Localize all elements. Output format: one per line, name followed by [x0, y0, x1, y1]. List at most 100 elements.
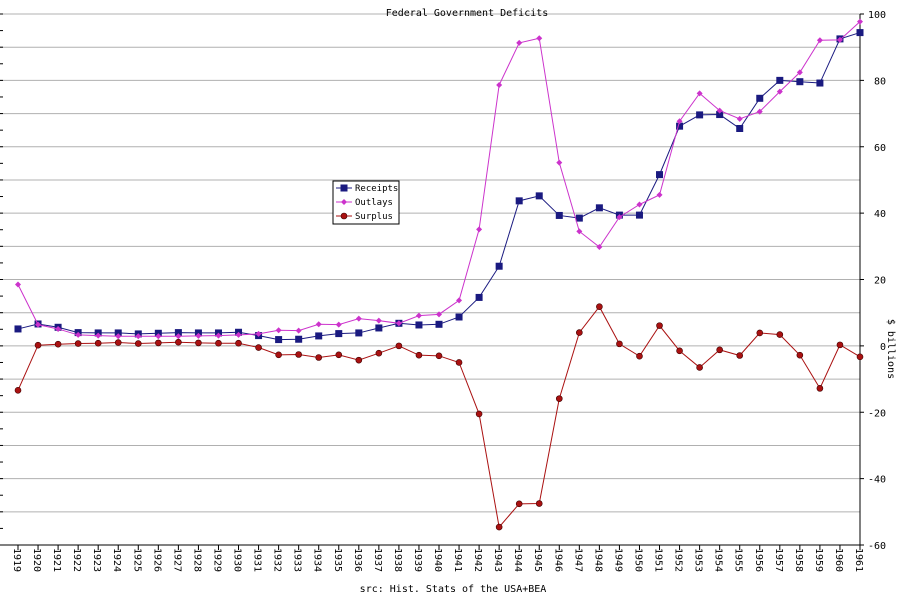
- surplus-point: [475, 410, 483, 418]
- x-tick-label: 1933: [292, 548, 303, 572]
- surplus-point: [696, 364, 703, 371]
- surplus-point: [14, 387, 22, 394]
- outlays-point: [796, 69, 803, 76]
- x-tick-label: 1959: [813, 548, 824, 572]
- x-tick-label: 1942: [472, 548, 483, 572]
- receipts-point: [535, 192, 543, 200]
- x-tick-label: 1944: [512, 548, 523, 572]
- x-tick-label: 1943: [492, 548, 503, 572]
- surplus-point: [596, 303, 603, 311]
- x-tick-label: 1948: [592, 548, 603, 572]
- x-tick-label: 1938: [392, 548, 403, 572]
- outlays-point: [155, 333, 162, 340]
- outlays-point: [516, 39, 523, 46]
- y-tick-label: 40: [874, 209, 886, 220]
- surplus-point: [535, 500, 543, 507]
- outlays-point: [756, 108, 763, 115]
- series-group: [14, 18, 864, 531]
- receipts-point: [114, 329, 122, 337]
- x-tick-label: 1921: [51, 548, 62, 572]
- x-tick-label: 1920: [31, 548, 42, 572]
- receipts-point: [275, 336, 283, 344]
- surplus-point: [816, 385, 824, 392]
- x-tick-label: 1919: [11, 548, 22, 572]
- legend-surplus-label: Surplus: [355, 212, 393, 222]
- surplus-point: [335, 351, 343, 359]
- receipts-point: [676, 122, 684, 130]
- x-tick-label: 1923: [91, 548, 102, 572]
- outlays-point: [736, 115, 743, 122]
- y-axis-label: $ billions: [885, 319, 896, 379]
- receipts-point: [656, 171, 664, 179]
- outlays-point: [135, 333, 142, 340]
- receipts-point: [495, 262, 503, 270]
- outlays-point: [556, 159, 563, 166]
- x-tick-label: 1931: [252, 548, 263, 572]
- y-tick-label: -20: [868, 408, 886, 419]
- y-tick-label: 80: [874, 76, 886, 87]
- outlays-point: [636, 201, 643, 208]
- x-axis: 1919 1920 1921 1922 1923 1924 1925 1926 1927 1928…: [11, 545, 864, 572]
- outlays-point: [15, 281, 21, 288]
- receipts-point: [375, 324, 383, 332]
- legend-outlays-label: Outlays: [355, 198, 393, 208]
- outlays-point: [195, 332, 202, 339]
- outlays-point: [215, 332, 222, 339]
- surplus-point: [114, 339, 122, 346]
- outlays-point: [436, 311, 442, 318]
- y-axis: 100 80 60 40 20 0 -20 -40 -60: [860, 10, 886, 552]
- outlays-point: [115, 333, 122, 340]
- surplus-point: [195, 339, 202, 347]
- legend-receipts-label: Receipts: [355, 184, 398, 194]
- outlays-point: [776, 88, 783, 95]
- x-tick-label: 1926: [151, 548, 162, 572]
- outlays-point: [55, 325, 62, 332]
- receipts-point: [555, 211, 563, 219]
- x-tick-label: 1947: [572, 548, 583, 572]
- receipts-point: [415, 321, 423, 329]
- outlays-point: [536, 35, 543, 42]
- outlays-point: [616, 214, 623, 221]
- outlays-point: [255, 330, 262, 337]
- outlays-point: [836, 36, 843, 43]
- surplus-point: [415, 351, 423, 359]
- surplus-point: [656, 322, 663, 329]
- receipts-point: [575, 214, 583, 222]
- outlays-point: [315, 321, 322, 328]
- surplus-point: [676, 347, 683, 355]
- x-tick-label: 1949: [612, 548, 623, 572]
- y-tick-label: -40: [868, 475, 886, 486]
- surplus-point: [515, 500, 523, 508]
- x-tick-label: 1952: [673, 548, 684, 572]
- receipts-point: [174, 329, 182, 337]
- surplus-point: [616, 340, 623, 348]
- receipts-point: [455, 313, 463, 321]
- surplus-point: [235, 339, 242, 347]
- chart-title: Federal Government Deficits: [386, 8, 549, 19]
- source-note: src: Hist. Stats of the USA+BEA: [360, 584, 547, 595]
- outlays-point: [275, 327, 282, 334]
- receipts-point: [315, 332, 323, 340]
- surplus-point: [716, 346, 723, 354]
- surplus-point: [34, 341, 42, 349]
- receipts-point: [796, 78, 804, 86]
- outlays-point: [456, 297, 463, 304]
- outlays-point: [75, 331, 82, 338]
- legend-surplus-marker: [340, 212, 348, 220]
- surplus-point: [776, 331, 784, 338]
- x-tick-label: 1928: [191, 548, 202, 572]
- receipts-point: [696, 111, 704, 119]
- receipts-point: [595, 204, 603, 212]
- x-tick-label: 1953: [693, 548, 704, 572]
- receipts-point: [816, 79, 824, 87]
- surplus-point: [295, 351, 302, 358]
- surplus-point: [275, 351, 282, 359]
- x-tick-label: 1945: [532, 548, 543, 572]
- surplus-point: [315, 354, 323, 361]
- outlays-point: [355, 315, 362, 322]
- surplus-point: [134, 340, 142, 347]
- x-tick-label: 1934: [312, 548, 323, 572]
- surplus-point: [215, 339, 222, 347]
- surplus-point: [576, 329, 583, 336]
